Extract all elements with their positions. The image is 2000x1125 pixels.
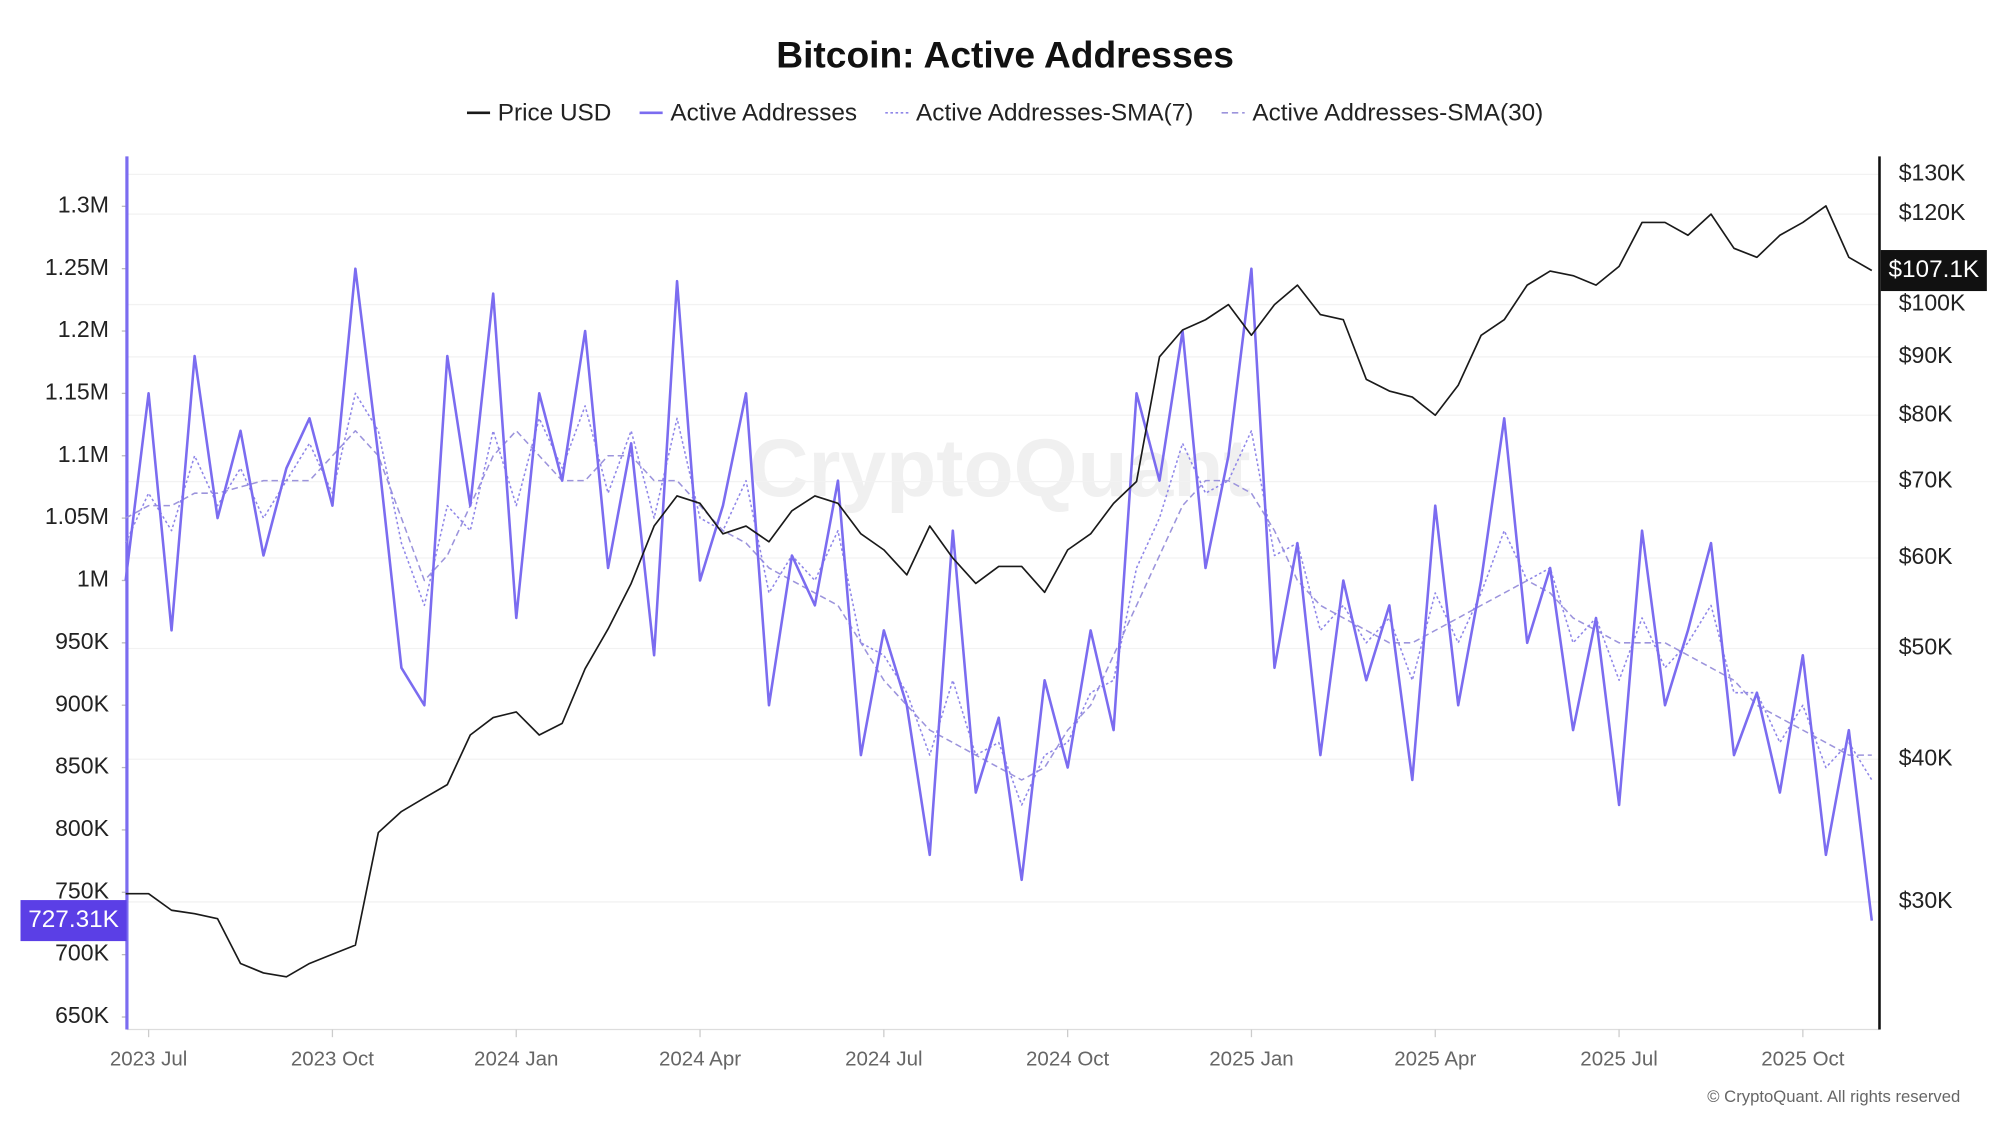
legend-label: Active Addresses [670, 100, 857, 127]
y2-tick-label: $130K [1899, 159, 1966, 185]
x-tick-label: 2023 Jul [110, 1048, 188, 1071]
legend-item: Active Addresses-SMA(30) [1221, 100, 1543, 127]
y-tick-label: 700K [55, 940, 109, 966]
y2-tick-label: $120K [1899, 199, 1966, 225]
legend-item: Active Addresses [639, 100, 857, 127]
y-tick-label: 650K [55, 1002, 109, 1028]
x-tick-label: 2025 Jul [1580, 1048, 1658, 1071]
last-value-tag: $107.1K [1880, 250, 1987, 292]
legend-label: Active Addresses-SMA(30) [1252, 100, 1543, 127]
y-tick-label: 1.3M [58, 191, 109, 217]
y-tick-label: 1.05M [45, 503, 109, 529]
y-tick-label: 1.15M [45, 378, 109, 404]
y2-tick-label: $30K [1899, 887, 1953, 913]
y-tick-label: 800K [55, 815, 109, 841]
x-tick-label: 2023 Oct [291, 1048, 374, 1071]
x-tick-label: 2025 Oct [1761, 1048, 1844, 1071]
legend-item: Active Addresses-SMA(7) [885, 100, 1193, 127]
legend-item: Price USD [466, 100, 612, 127]
x-tick-label: 2025 Jan [1209, 1048, 1293, 1071]
y-tick-label: 1.2M [58, 316, 109, 342]
y2-tick-label: $80K [1899, 400, 1953, 426]
last-value-box [20, 900, 127, 942]
series-line [125, 430, 1872, 781]
y2-tick-label: $70K [1899, 467, 1953, 493]
y2-tick-label: $90K [1899, 342, 1953, 368]
y-tick-label: 1.1M [58, 441, 109, 467]
series-line [124, 267, 1874, 921]
x-tick-label: 2025 Apr [1394, 1048, 1476, 1071]
last-value-tag: 727.31K [20, 900, 127, 942]
y-tick-label: 950K [55, 628, 109, 654]
y2-tick-label: $50K [1899, 634, 1953, 660]
x-tick-label: 2024 Jan [474, 1048, 558, 1071]
y-tick-label: 900K [55, 690, 109, 716]
x-tick-label: 2024 Oct [1026, 1048, 1109, 1071]
legend-label: Active Addresses-SMA(7) [916, 100, 1193, 127]
legend-label: Price USD [498, 100, 612, 127]
series-line [125, 205, 1873, 978]
x-tick-label: 2024 Jul [845, 1048, 923, 1071]
y2-tick-label: $40K [1899, 744, 1953, 770]
chart-title: Bitcoin: Active Addresses [776, 34, 1234, 76]
y-tick-label: 1.25M [45, 254, 109, 280]
y-tick-label: 850K [55, 753, 109, 779]
last-value-box [1880, 250, 1987, 292]
y-tick-label: 1M [77, 566, 109, 592]
last-value-label: $107.1K [1888, 256, 1979, 283]
watermark: CryptoQuant [749, 423, 1250, 514]
source: © CryptoQuant. All rights reserved [1707, 1087, 1960, 1106]
legend: Price USD Active Addresses Active Addresse… [466, 100, 1543, 127]
y-tick-label: 750K [55, 877, 109, 903]
series-line [124, 392, 1873, 806]
x-tick-label: 2024 Apr [659, 1048, 741, 1071]
y2-tick-label: $60K [1899, 543, 1953, 569]
last-value-label: 727.31K [28, 906, 119, 933]
y2-tick-label: $100K [1899, 290, 1966, 316]
